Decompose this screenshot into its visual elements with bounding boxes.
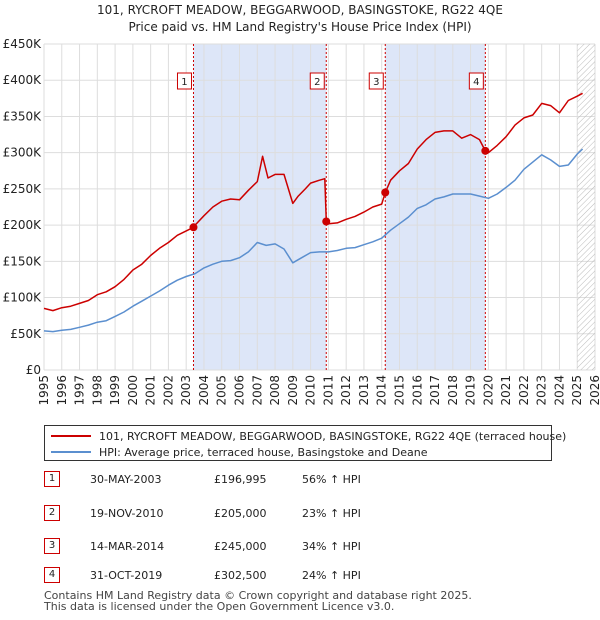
sale-badge-box xyxy=(468,72,484,90)
x-tick-label: 2020 xyxy=(481,375,495,406)
sale-row: 4 31-OCT-2019 £302,500 24% ↑ HPI xyxy=(44,567,464,583)
sale-point xyxy=(322,217,331,226)
x-tick-label: 2023 xyxy=(535,375,549,406)
legend-entry-property: 101, RYCROFT MEADOW, BEGGARWOOD, BASINGS… xyxy=(51,428,566,444)
x-tick-label: 2012 xyxy=(339,375,353,406)
x-tick-label: 2001 xyxy=(144,375,158,406)
sale-date: 14-MAR-2014 xyxy=(90,540,165,553)
sale-price: £205,000 xyxy=(214,507,267,520)
sale-date: 19-NOV-2010 xyxy=(90,507,164,520)
forecast-hatch xyxy=(577,44,595,370)
sale-badge-box xyxy=(368,72,384,90)
sale-row: 1 30-MAY-2003 £196,995 56% ↑ HPI xyxy=(44,471,464,487)
x-tick-label: 2025 xyxy=(570,375,584,406)
y-tick-label: £50K xyxy=(10,327,42,341)
forecast-hatch-area xyxy=(577,44,595,370)
x-tick-label: 2000 xyxy=(126,375,140,406)
x-tick-label: 2013 xyxy=(357,375,371,406)
x-tick-label: 2015 xyxy=(392,375,406,406)
hpi-line xyxy=(43,148,584,333)
sale-price: £302,500 xyxy=(214,569,267,582)
chart-subtitle: Price paid vs. HM Land Registry's House … xyxy=(128,20,471,34)
sale-badge-label: 1 xyxy=(181,77,187,88)
x-tick-label: 2007 xyxy=(250,375,264,406)
y-tick-label: £0 xyxy=(26,363,41,377)
sale-row: 2 19-NOV-2010 £205,000 23% ↑ HPI xyxy=(44,505,464,521)
y-axis: £0 £50K £100K £150K £200K £250K £300K £350K £400… xyxy=(3,37,43,377)
price-chart: 101, RYCROFT MEADOW, BEGGARWOOD, BASINGS… xyxy=(3,3,600,406)
legend-swatch-hpi xyxy=(51,451,91,453)
sale-hpi-change: 24% ↑ HPI xyxy=(302,569,361,582)
footer-licence: This data is licensed under the Open Gov… xyxy=(44,600,395,613)
x-tick-label: 2018 xyxy=(446,375,460,406)
x-tick-label: 2008 xyxy=(268,375,282,406)
x-axis: 1995 1996 1997 1998 1999 2000 2001 2002 2003 2004… xyxy=(37,375,600,406)
sale-hpi-change: 23% ↑ HPI xyxy=(302,507,361,520)
x-tick-label: 2022 xyxy=(517,375,531,406)
x-tick-label: 2021 xyxy=(499,375,513,406)
legend-entry-hpi: HPI: Average price, terraced house, Basi… xyxy=(51,444,427,460)
sale-periods-shading xyxy=(193,44,486,370)
sale-price: £196,995 xyxy=(214,473,267,486)
x-tick-label: 2004 xyxy=(197,375,211,406)
footer-attribution: Contains HM Land Registry data © Crown c… xyxy=(44,590,472,612)
y-tick-label: £150K xyxy=(3,254,43,268)
chart-title: 101, RYCROFT MEADOW, BEGGARWOOD, BASINGS… xyxy=(97,3,503,17)
sale-badge-box xyxy=(309,72,325,90)
sale-date: 31-OCT-2019 xyxy=(90,569,163,582)
legend-swatch-property xyxy=(51,435,91,437)
sale-point xyxy=(381,188,390,197)
y-tick-label: £350K xyxy=(3,109,43,123)
sale-number-badge: 4 xyxy=(44,567,60,583)
x-tick-label: 2011 xyxy=(321,375,335,406)
sale-badge-box xyxy=(176,72,192,90)
x-tick-label: 2014 xyxy=(375,375,389,406)
x-tick-label: 2017 xyxy=(428,375,442,406)
sale-points xyxy=(189,146,490,232)
x-tick-label: 1997 xyxy=(73,375,87,406)
y-tick-label: £400K xyxy=(3,73,43,87)
x-tick-label: 2006 xyxy=(233,375,247,406)
footer-copyright: Contains HM Land Registry data © Crown c… xyxy=(44,589,472,602)
x-tick-label: 2024 xyxy=(552,375,566,406)
sale-point xyxy=(189,223,198,232)
sale-number-badge: 1 xyxy=(44,471,60,487)
x-tick-label: 1998 xyxy=(90,375,104,406)
sale-badges: 1 2 3 4 xyxy=(176,72,484,90)
y-tick-label: £300K xyxy=(3,146,43,160)
x-tick-label: 2005 xyxy=(215,375,229,406)
sale-hpi-change: 34% ↑ HPI xyxy=(302,540,361,553)
sale-hpi-change: 56% ↑ HPI xyxy=(302,473,361,486)
sale-price: £245,000 xyxy=(214,540,267,553)
y-tick-label: £450K xyxy=(3,37,43,51)
sale-period-shade xyxy=(193,44,327,370)
sale-badge-label: 4 xyxy=(473,77,479,88)
legend-label-property: 101, RYCROFT MEADOW, BEGGARWOOD, BASINGS… xyxy=(99,429,567,443)
x-tick-label: 2009 xyxy=(286,375,300,406)
sale-badge-label: 3 xyxy=(373,77,379,88)
sale-badge-label: 2 xyxy=(314,77,320,88)
x-tick-label: 2016 xyxy=(410,375,424,406)
x-tick-label: 1996 xyxy=(55,375,69,406)
y-tick-label: £100K xyxy=(3,291,43,305)
sale-date: 30-MAY-2003 xyxy=(90,473,162,486)
sale-point xyxy=(481,146,490,155)
y-tick-label: £250K xyxy=(3,182,43,196)
x-tick-label: 2010 xyxy=(304,375,318,406)
sale-number-badge: 2 xyxy=(44,505,60,521)
sale-number-badge: 3 xyxy=(44,538,60,554)
x-tick-label: 2002 xyxy=(161,375,175,406)
x-tick-label: 2026 xyxy=(588,375,600,406)
x-tick-label: 2003 xyxy=(179,375,193,406)
x-tick-label: 1999 xyxy=(108,375,122,406)
y-tick-label: £200K xyxy=(3,218,43,232)
legend-label-hpi: HPI: Average price, terraced house, Basi… xyxy=(99,445,428,459)
x-tick-label: 2019 xyxy=(464,375,478,406)
sale-row: 3 14-MAR-2014 £245,000 34% ↑ HPI xyxy=(44,538,464,554)
x-tick-label: 1995 xyxy=(37,375,51,406)
chart-legend: 101, RYCROFT MEADOW, BEGGARWOOD, BASINGS… xyxy=(44,425,566,461)
